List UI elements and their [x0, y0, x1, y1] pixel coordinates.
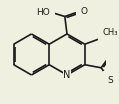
Text: S: S	[107, 76, 113, 85]
Text: HO: HO	[37, 7, 50, 17]
Text: CH₃: CH₃	[102, 28, 118, 37]
Text: O: O	[81, 7, 88, 15]
Text: N: N	[63, 70, 71, 80]
